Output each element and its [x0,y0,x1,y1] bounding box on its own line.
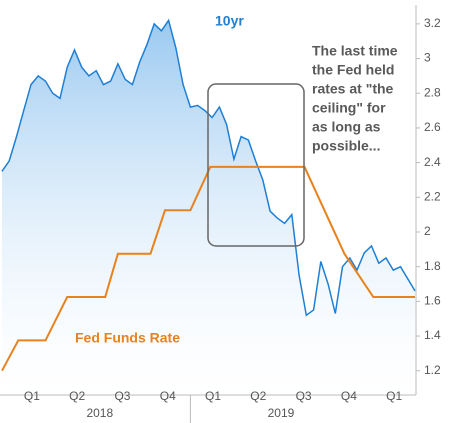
series-line [1,165,415,372]
y-tick-label: 2.4 [424,155,441,169]
x-tick-label: Q1 [24,389,40,403]
x-tick-label: Q2 [250,389,266,403]
highlight-box [207,83,305,247]
annotation: as long as [312,119,381,135]
year-label: 2019 [268,406,295,420]
annotation: ceiling" for [312,100,386,116]
y-tick-label: 2.2 [424,189,441,203]
x-tick-label: Q3 [296,389,312,403]
y-tick-label: 1.4 [424,328,441,342]
y-tick-label: 2.6 [424,120,441,134]
series-label: 10yr [215,13,244,29]
x-tick-label: Q1 [386,389,402,403]
series-line [1,18,416,317]
annotation: possible... [312,138,380,154]
y-tick-label: 2 [424,224,431,238]
annotation: The last time [312,43,398,59]
y-tick-label: 1.8 [424,259,441,273]
annotation: the Fed held [312,62,394,78]
annotation: rates at "the [312,81,394,97]
y-tick-label: 2.8 [424,85,441,99]
x-tick-label: Q4 [341,389,357,403]
y-tick-label: 3 [424,51,431,65]
y-tick-label: 3.2 [424,16,441,30]
x-tick-label: Q2 [69,389,85,403]
year-label: 2018 [86,406,113,420]
series-label: Fed Funds Rate [75,330,180,346]
y-tick-label: 1.2 [424,363,441,377]
x-tick-label: Q4 [160,389,176,403]
x-tick-label: Q3 [114,389,130,403]
x-tick-label: Q1 [205,389,221,403]
y-tick-label: 1.6 [424,294,441,308]
